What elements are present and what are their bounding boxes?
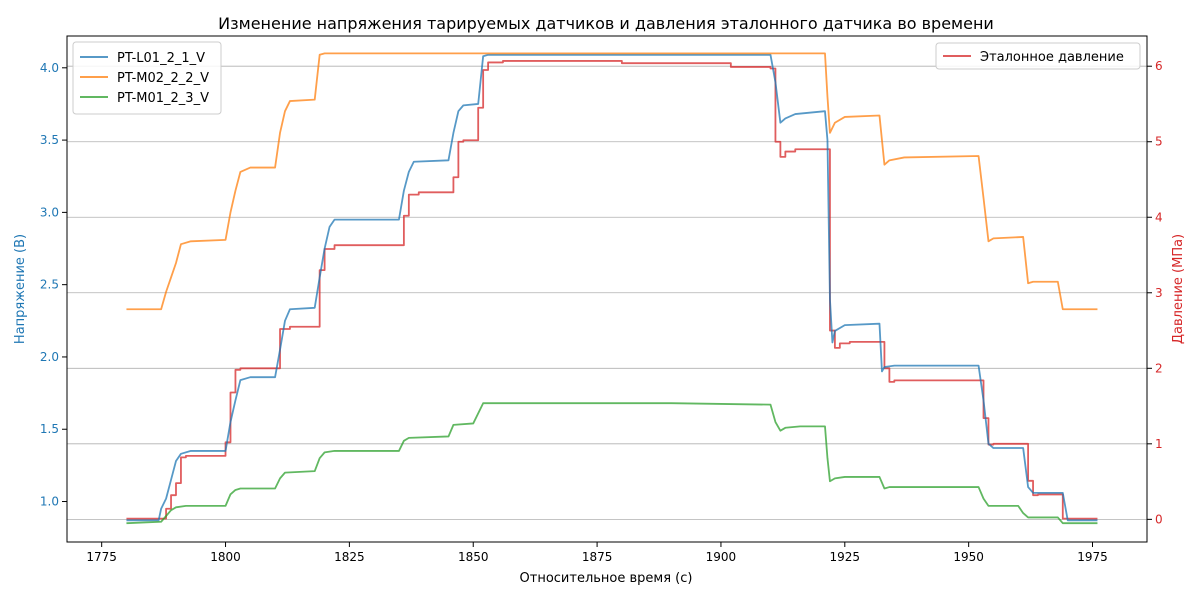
legend-label-pt-m01: PT-M01_2_3_V [117,91,209,106]
chart-title: Изменение напряжения тарируемых датчиков… [218,14,994,33]
x-axis: 1775 1800 1825 1850 1875 1900 1925 1950 1975 [86,542,1108,564]
x-tick-label: 1950 [953,550,984,564]
legend-right-frame [935,42,1141,70]
legend-left-frame [72,41,222,115]
x-tick-label: 1925 [830,550,861,564]
y2-tick-label: 1 [1155,437,1163,451]
legend-label-pt-m02: PT-M02_2_2_V [117,71,209,86]
series-line-pt-m01-2-3-v [126,402,1098,525]
series-lines [126,52,1098,525]
y2-tick-label: 6 [1155,59,1163,73]
x-axis-title: Относительное время (с) [520,571,693,586]
x-tick-label: 1900 [706,550,737,564]
y2-tick-label: 4 [1155,210,1163,224]
y-tick-label: 2.0 [40,350,59,364]
x-tick-label: 1975 [1077,550,1108,564]
legend-label-pt-l01: PT-L01_2_1_V [117,51,205,66]
series-line-pressure [126,60,1098,520]
y-tick-label: 3.0 [40,205,59,219]
y2-tick-label: 5 [1155,135,1163,149]
y-axis-right-title: Давление (МПа) [1171,234,1186,344]
y-axis-left-title: Напряжение (В) [13,234,28,344]
y-tick-label: 2.5 [40,278,59,292]
y-axis-right: 0 1 2 3 4 5 6 [1147,59,1163,526]
legend-label-pressure: Эталонное давление [980,50,1124,65]
y2-tick-label: 0 [1155,512,1163,526]
x-tick-label: 1875 [582,550,613,564]
y-tick-label: 1.5 [40,422,59,436]
x-tick-label: 1800 [210,550,241,564]
x-tick-label: 1775 [86,550,117,564]
x-tick-label: 1850 [458,550,489,564]
plot-frame [66,35,1148,543]
legend-right: Эталонное давление [935,42,1141,70]
y-tick-label: 3.5 [40,133,59,147]
y2-tick-label: 2 [1155,361,1163,375]
y-tick-label: 4.0 [40,61,59,75]
y-tick-label: 1.0 [40,495,59,509]
y-axis-left: 1.0 1.5 2.0 2.5 3.0 3.5 4.0 [40,61,67,509]
legend-left: PT-L01_2_1_V PT-M02_2_2_V PT-M01_2_3_V [72,41,222,115]
x-tick-label: 1825 [334,550,365,564]
series-line-pt-m02-2-2-v [126,52,1098,311]
series-line-pt-l01-2-1-v [126,53,1098,522]
y2-tick-label: 3 [1155,286,1163,300]
